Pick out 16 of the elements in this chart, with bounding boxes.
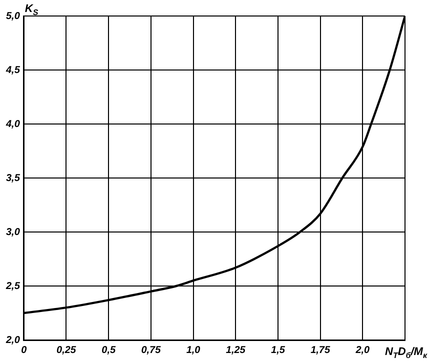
x-tick-label: 0,75: [141, 344, 162, 356]
y-tick-label: 4,5: [4, 64, 20, 76]
x-tick-label: 1,75: [310, 344, 330, 356]
y-tick-label: 3,5: [6, 172, 20, 184]
x-tick-label: 0,5: [102, 344, 116, 356]
x-tick-label: 1,5: [271, 344, 286, 356]
y-tick-label: 3,0: [6, 226, 20, 238]
x-tick-label: 2,0: [354, 344, 370, 356]
x-tick-label: 0,25: [56, 344, 76, 356]
y-tick-label: 2,5: [4, 280, 20, 292]
x-tick-label: 1,25: [226, 344, 246, 356]
y-tick-label: 5,0: [6, 10, 20, 22]
x-tick-label: 0: [21, 344, 28, 356]
x-tick-label: 1,0: [186, 344, 201, 356]
y-tick-label: 2,0: [4, 334, 20, 346]
y-tick-label: 4,0: [4, 118, 20, 130]
